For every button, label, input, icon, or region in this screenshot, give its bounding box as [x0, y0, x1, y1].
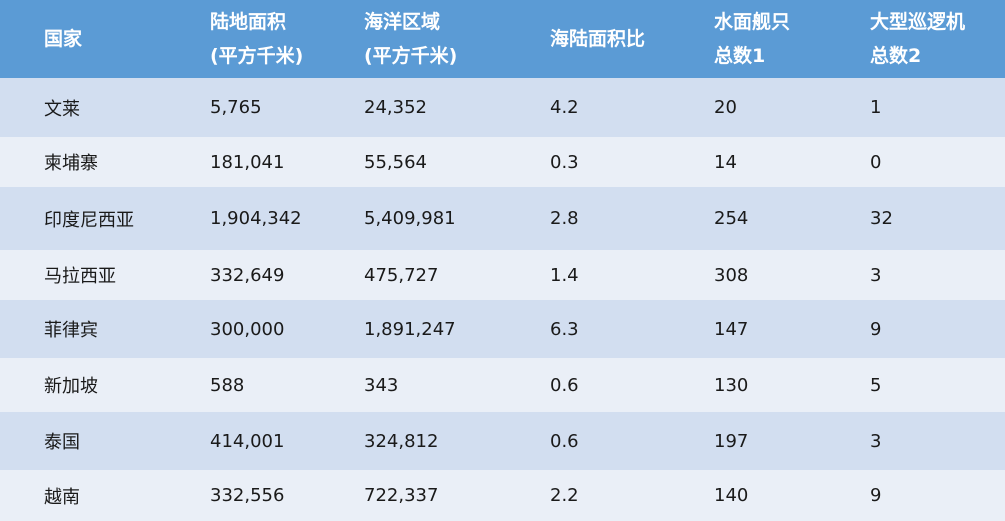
- table-row: 柬埔寨 181,041 55,564 0.3 14 0: [0, 137, 1005, 187]
- cell-aircraft: 9: [870, 470, 881, 521]
- cell-ratio: 2.8: [550, 187, 579, 250]
- cell-ships: 140: [714, 470, 748, 521]
- cell-country: 柬埔寨: [44, 137, 98, 187]
- cell-land-area: 414,001: [210, 412, 284, 470]
- header-land-area-line2: (平方千米): [210, 39, 303, 73]
- header-land-area: 陆地面积 (平方千米): [210, 0, 303, 78]
- cell-country: 印度尼西亚: [44, 187, 134, 250]
- cell-sea-area: 475,727: [364, 250, 438, 300]
- cell-country: 马拉西亚: [44, 250, 116, 300]
- cell-sea-area: 55,564: [364, 137, 427, 187]
- cell-sea-area: 1,891,247: [364, 300, 456, 358]
- table-row: 越南 332,556 722,337 2.2 140 9: [0, 470, 1005, 521]
- cell-ratio: 0.6: [550, 412, 579, 470]
- cell-ships: 197: [714, 412, 748, 470]
- cell-country: 越南: [44, 470, 80, 521]
- cell-aircraft: 0: [870, 137, 881, 187]
- header-sea-area: 海洋区域 (平方千米): [364, 0, 457, 78]
- cell-ratio: 0.3: [550, 137, 579, 187]
- cell-sea-area: 24,352: [364, 78, 427, 137]
- cell-ships: 14: [714, 137, 737, 187]
- cell-land-area: 588: [210, 358, 244, 412]
- header-country-label: 国家: [44, 22, 82, 56]
- header-patrol-aircraft-line1: 大型巡逻机: [870, 5, 965, 39]
- cell-land-area: 5,765: [210, 78, 262, 137]
- header-patrol-aircraft: 大型巡逻机 总数2: [870, 0, 965, 78]
- table-row: 印度尼西亚 1,904,342 5,409,981 2.8 254 32: [0, 187, 1005, 250]
- cell-country: 新加坡: [44, 358, 98, 412]
- cell-ratio: 0.6: [550, 358, 579, 412]
- cell-country: 菲律宾: [44, 300, 98, 358]
- cell-ratio: 1.4: [550, 250, 579, 300]
- cell-ships: 130: [714, 358, 748, 412]
- cell-aircraft: 3: [870, 412, 881, 470]
- table-row: 菲律宾 300,000 1,891,247 6.3 147 9: [0, 300, 1005, 358]
- table-row: 泰国 414,001 324,812 0.6 197 3: [0, 412, 1005, 470]
- cell-ratio: 2.2: [550, 470, 579, 521]
- header-patrol-aircraft-line2: 总数2: [870, 39, 965, 73]
- header-sea-land-ratio-label: 海陆面积比: [550, 22, 645, 56]
- cell-ships: 147: [714, 300, 748, 358]
- cell-ratio: 6.3: [550, 300, 579, 358]
- header-sea-area-line1: 海洋区域: [364, 5, 457, 39]
- cell-land-area: 332,649: [210, 250, 284, 300]
- cell-ships: 254: [714, 187, 748, 250]
- cell-sea-area: 343: [364, 358, 398, 412]
- table-row: 马拉西亚 332,649 475,727 1.4 308 3: [0, 250, 1005, 300]
- cell-land-area: 181,041: [210, 137, 284, 187]
- header-surface-ships-line2: 总数1: [714, 39, 790, 73]
- cell-ships: 308: [714, 250, 748, 300]
- cell-country: 文莱: [44, 78, 80, 137]
- header-surface-ships-line1: 水面舰只: [714, 5, 790, 39]
- cell-ships: 20: [714, 78, 737, 137]
- cell-ratio: 4.2: [550, 78, 579, 137]
- header-land-area-line1: 陆地面积: [210, 5, 303, 39]
- cell-sea-area: 5,409,981: [364, 187, 456, 250]
- cell-sea-area: 324,812: [364, 412, 438, 470]
- table-row: 新加坡 588 343 0.6 130 5: [0, 358, 1005, 412]
- cell-aircraft: 5: [870, 358, 881, 412]
- header-sea-land-ratio: 海陆面积比: [550, 0, 645, 78]
- cell-land-area: 1,904,342: [210, 187, 302, 250]
- cell-land-area: 300,000: [210, 300, 284, 358]
- table-header: 国家 陆地面积 (平方千米) 海洋区域 (平方千米) 海陆面积比 水面舰只 总数…: [0, 0, 1005, 78]
- table-row: 文莱 5,765 24,352 4.2 20 1: [0, 78, 1005, 137]
- cell-country: 泰国: [44, 412, 80, 470]
- cell-aircraft: 3: [870, 250, 881, 300]
- cell-sea-area: 722,337: [364, 470, 438, 521]
- cell-aircraft: 1: [870, 78, 881, 137]
- cell-land-area: 332,556: [210, 470, 284, 521]
- cell-aircraft: 9: [870, 300, 881, 358]
- header-country: 国家: [44, 0, 82, 78]
- header-surface-ships: 水面舰只 总数1: [714, 0, 790, 78]
- cell-aircraft: 32: [870, 187, 893, 250]
- header-sea-area-line2: (平方千米): [364, 39, 457, 73]
